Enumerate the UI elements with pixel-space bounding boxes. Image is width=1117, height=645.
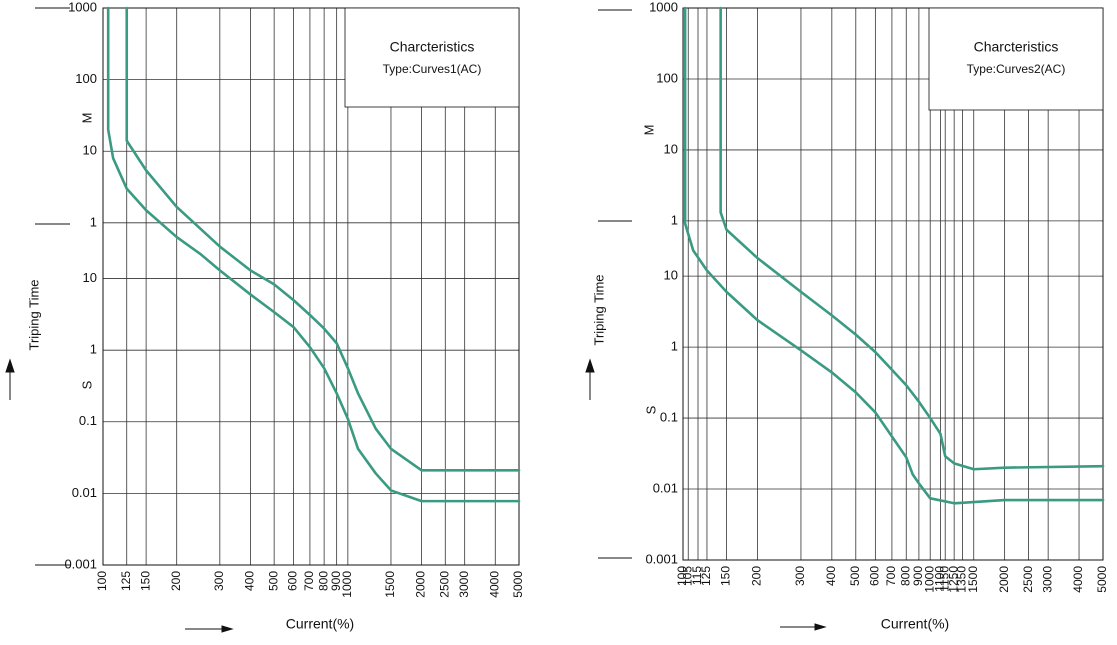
x-tick-label: 400 (824, 566, 838, 586)
y-tick-label: 0.001 (645, 551, 678, 566)
y-tick-label: 0.1 (660, 410, 678, 425)
y-tick-label: 10 (664, 141, 678, 156)
x-tick-label: 700 (884, 566, 898, 586)
x-tick-label: 2000 (997, 566, 1011, 593)
y-tick-label: 10 (83, 143, 97, 158)
x-tick-label: 1000 (340, 571, 354, 598)
y-tick-label: 0.01 (72, 485, 97, 500)
y-tick-label: 100 (656, 70, 678, 85)
arrow-head (221, 625, 234, 633)
x-tick-label: 2500 (437, 571, 451, 598)
x-tick-label: 5000 (511, 571, 525, 598)
x-tick-label: 1100 (933, 566, 947, 592)
y-tick-label: 1 (90, 214, 97, 229)
y-axis-label: Triping Time (591, 274, 606, 345)
y-section-label: S (79, 380, 94, 389)
x-axis-label: Current(%) (286, 616, 354, 632)
y-tick-label: 100 (75, 71, 97, 86)
x-tick-label: 300 (212, 571, 226, 591)
y-section-label: S (643, 405, 658, 414)
x-tick-label: 150 (719, 566, 733, 586)
x-tick-label: 2000 (414, 571, 428, 598)
curve (125, 6, 521, 472)
x-tick-label: 800 (316, 571, 330, 591)
x-tick-label: 900 (329, 571, 343, 591)
chart-title: Charcteristics (390, 39, 475, 55)
x-tick-label: 3000 (457, 571, 471, 598)
x-tick-label: 3000 (1040, 566, 1054, 593)
y-tick-label: 1000 (68, 0, 97, 14)
x-tick-label: 200 (169, 571, 183, 591)
y-section-label: M (79, 113, 94, 124)
plot-frame (102, 7, 520, 566)
x-tick-label: 1150 (937, 566, 951, 592)
chart-title: Charcteristics (974, 39, 1059, 55)
y-tick-label: 1 (90, 342, 97, 357)
x-tick-label: 300 (793, 566, 807, 586)
x-tick-label: 4000 (487, 571, 501, 598)
x-tick-label: 100 (95, 571, 109, 591)
y-tick-label: 1 (671, 212, 678, 227)
legend-box (928, 7, 1104, 111)
chart-subtitle: Type:Curves1(AC) (383, 62, 482, 76)
y-tick-label: 1000 (649, 0, 678, 14)
y-tick-label: 0.1 (79, 413, 97, 428)
y-tick-label: 1 (671, 339, 678, 354)
x-tick-label: 2500 (1021, 566, 1035, 593)
chart-subtitle: Type:Curves2(AC) (967, 62, 1066, 76)
decoration (5, 7, 827, 633)
arrow-head (814, 623, 827, 631)
x-tick-label: 900 (911, 566, 925, 586)
x-tick-label: 105 (680, 566, 694, 586)
x-tick-label: 600 (286, 571, 300, 591)
x-tick-label: 5000 (1095, 566, 1109, 593)
x-tick-label: 1250 (946, 566, 960, 593)
y-tick-label: 10 (83, 270, 97, 285)
y-tick-label: 0.01 (653, 480, 678, 495)
x-tick-label: 1500 (383, 571, 397, 598)
y-tick-label: 0.001 (64, 556, 97, 571)
x-tick-label: 600 (868, 566, 882, 586)
y-section-label: M (641, 125, 656, 136)
x-tick-label: 1500 (966, 566, 980, 593)
x-tick-label: 125 (119, 571, 133, 591)
x-tick-label: 500 (266, 571, 280, 591)
x-tick-label: 115 (690, 566, 704, 585)
arrow-head (585, 358, 595, 373)
x-tick-label: 1350 (955, 566, 969, 593)
curve (106, 6, 521, 503)
x-tick-label: 1000 (922, 566, 936, 593)
x-axis-label: Current(%) (881, 616, 949, 632)
x-tick-label: 700 (302, 571, 316, 591)
y-tick-label: 10 (664, 268, 678, 283)
x-tick-label: 400 (243, 571, 257, 591)
x-tick-label: 125 (699, 566, 713, 586)
plot-frame (682, 7, 1104, 561)
legend-box (344, 7, 520, 108)
x-tick-label: 500 (848, 566, 862, 586)
x-tick-label: 150 (138, 571, 152, 591)
curve (719, 6, 1105, 471)
x-tick-label: 100 (675, 566, 689, 586)
x-tick-label: 200 (750, 566, 764, 586)
y-axis-label: Triping Time (26, 279, 41, 350)
x-tick-label: 4000 (1071, 566, 1085, 593)
curve (683, 6, 1105, 505)
arrow-head (5, 358, 15, 373)
x-tick-label: 800 (898, 566, 912, 586)
